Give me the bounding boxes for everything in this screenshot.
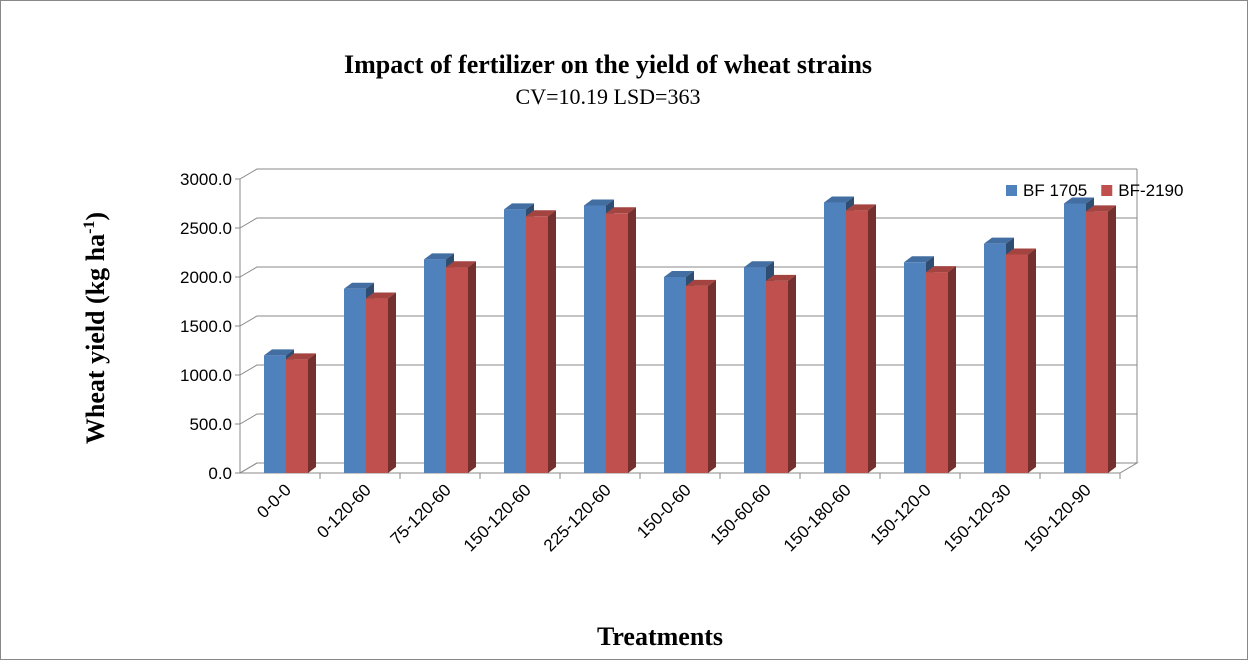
bar <box>1006 248 1036 473</box>
bar-front <box>504 209 526 473</box>
bar-front <box>584 205 606 473</box>
bar-top <box>504 203 534 210</box>
bar-top <box>664 271 694 277</box>
bar <box>526 210 556 474</box>
bar-front <box>264 355 286 473</box>
bar-top <box>366 292 396 299</box>
bar-side <box>948 266 956 473</box>
bar-top <box>846 204 876 211</box>
bar <box>286 353 316 473</box>
bar-front <box>984 243 1006 473</box>
y-tick-label: 2000.0 <box>180 268 232 287</box>
y-tick-label: 1500.0 <box>180 317 232 336</box>
bar-side <box>388 292 396 473</box>
bar-front <box>744 267 766 473</box>
bar-top <box>686 279 716 286</box>
bar-front <box>606 213 628 474</box>
bar-side <box>628 207 636 474</box>
bar-front <box>446 267 468 473</box>
bar-top <box>926 266 956 273</box>
bar-front <box>526 216 548 474</box>
y-label-text: Wheat yield (kg ha <box>81 234 110 444</box>
bar-top <box>286 353 316 360</box>
bar-front <box>1006 254 1028 473</box>
bar-front <box>766 280 788 473</box>
bar <box>366 292 396 473</box>
bar-top <box>824 196 854 203</box>
bar-top <box>984 237 1014 244</box>
chart-title: Impact of fertilizer on the yield of whe… <box>344 50 872 79</box>
chart-subtitle: CV=10.19 LSD=363 <box>516 84 701 109</box>
bar-front <box>846 210 868 474</box>
y-tick-label: 0.0 <box>208 464 232 483</box>
legend-swatch <box>1006 185 1017 196</box>
bar-side <box>468 261 476 473</box>
bar-side <box>1028 248 1036 473</box>
bar-front <box>286 359 308 473</box>
bar <box>446 261 476 473</box>
bar-side <box>708 279 716 473</box>
bar <box>926 266 956 473</box>
bar-front <box>664 277 686 473</box>
bar-top <box>744 261 774 268</box>
bar-front <box>1064 203 1086 473</box>
y-tick-label: 2500.0 <box>180 219 232 238</box>
bar-front <box>424 259 446 473</box>
grid-line <box>239 168 1137 180</box>
bar <box>1086 205 1116 473</box>
bar-front <box>1086 211 1108 473</box>
y-label-sup: -1 <box>81 221 98 234</box>
y-tick-label: 1000.0 <box>180 366 232 385</box>
legend-label: BF 1705 <box>1023 181 1087 200</box>
bar-side <box>868 204 876 474</box>
bar-front <box>824 202 846 473</box>
bar-top <box>584 199 614 206</box>
legend-label: BF-2190 <box>1118 181 1183 200</box>
bar-top <box>606 207 636 214</box>
bar-top <box>1006 248 1036 255</box>
bar-top <box>526 210 556 217</box>
bar-front <box>686 285 708 473</box>
bar-top <box>904 256 934 263</box>
bar-front <box>344 288 366 473</box>
bar-side <box>1108 205 1116 473</box>
y-axis-label: Wheat yield (kg ha-1) <box>81 212 110 444</box>
bar-front <box>366 298 388 473</box>
bar-top <box>766 274 796 281</box>
bar-top <box>344 282 374 289</box>
legend-swatch <box>1101 185 1113 196</box>
bar-side <box>308 353 316 473</box>
bar-side <box>788 274 796 473</box>
x-axis-label: Treatments <box>597 622 723 651</box>
bar-top <box>1086 205 1116 212</box>
bar-top <box>264 349 294 356</box>
bar-top <box>1064 197 1094 204</box>
bar-front <box>926 272 948 473</box>
bar-top <box>424 253 454 260</box>
y-tick-label: 500.0 <box>189 415 232 434</box>
bar <box>766 274 796 473</box>
bar <box>686 279 716 473</box>
y-label-end: ) <box>81 212 110 221</box>
y-tick-label: 3000.0 <box>180 170 232 189</box>
bar-front <box>904 262 926 473</box>
bar <box>606 207 636 474</box>
bar <box>846 204 876 474</box>
bar-top <box>446 261 476 268</box>
bar-side <box>548 210 556 474</box>
